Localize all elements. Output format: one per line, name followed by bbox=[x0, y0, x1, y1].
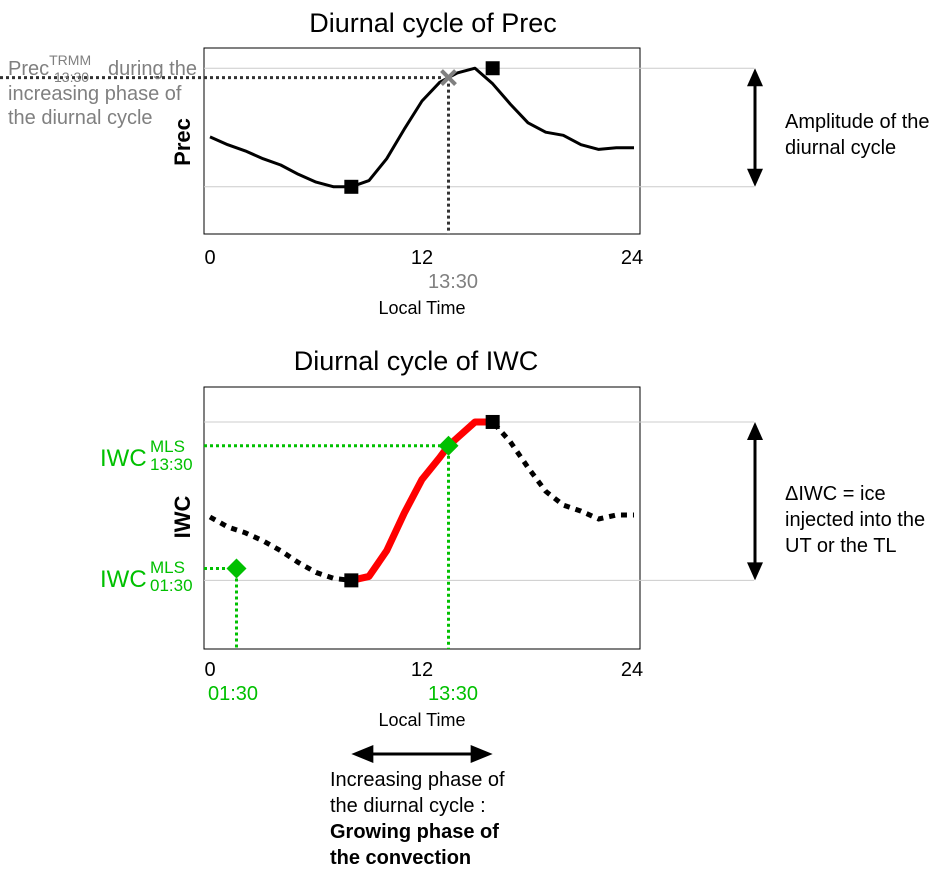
prec-annot-sub: 13:30 bbox=[54, 69, 89, 85]
cross-marker-1330 bbox=[440, 69, 457, 87]
top-tick-12: 12 bbox=[411, 247, 433, 269]
prec-diurnal-curve bbox=[209, 66, 634, 189]
amplitude-label-line1: Amplitude of the bbox=[785, 111, 930, 133]
growing-phase-arrow-head-right bbox=[470, 745, 493, 763]
bottom-markers bbox=[226, 414, 500, 588]
bottom-plot-frame bbox=[203, 386, 641, 650]
iwc-0130-sup: MLS bbox=[150, 558, 185, 577]
iwc-growing-phase-curve bbox=[347, 418, 497, 584]
delta-iwc-arrow-head-down bbox=[747, 562, 763, 581]
growing-phase-arrow-head-left bbox=[351, 745, 374, 763]
prec-annot-sup: TRMM bbox=[49, 52, 91, 68]
top-ylabel: Prec bbox=[170, 118, 195, 166]
top-tick-24: 24 bbox=[621, 247, 643, 269]
top-markers bbox=[344, 61, 500, 194]
square-marker-minimum bbox=[344, 573, 359, 588]
prec-annot-line1: during the bbox=[108, 58, 197, 80]
bottom-tick-1330: 13:30 bbox=[428, 683, 478, 705]
bottom-ylabel: IWC bbox=[170, 496, 195, 539]
svg-text:PrecTRMM: PrecTRMM bbox=[8, 52, 91, 80]
prec-annot-prefix: Prec bbox=[8, 58, 49, 80]
bottom-tick-0130: 01:30 bbox=[208, 683, 258, 705]
delta-iwc-label-line1: ΔIWC = ice bbox=[785, 483, 886, 505]
square-marker-maximum bbox=[485, 61, 500, 76]
top-plot-frame bbox=[203, 47, 641, 235]
iwc-1330-sub: 13:30 bbox=[150, 455, 193, 474]
iwc-1330-label: IWC MLS 13:30 bbox=[100, 437, 193, 474]
bottom-tick-12: 12 bbox=[411, 659, 433, 681]
top-title: Diurnal cycle of Prec bbox=[309, 8, 557, 38]
bottom-tick-0: 0 bbox=[204, 659, 215, 681]
caption-line1: Increasing phase of bbox=[330, 769, 505, 791]
prec-annot-line3: the diurnal cycle bbox=[8, 107, 153, 129]
top-xlabel: Local Time bbox=[378, 298, 465, 318]
amplitude-arrow-head-up bbox=[747, 68, 763, 87]
prec-annot-line2: increasing phase of bbox=[8, 83, 182, 105]
diamond-marker-0130 bbox=[226, 558, 247, 579]
iwc-0130-label: IWC MLS 01:30 bbox=[100, 558, 193, 595]
top-tick-0: 0 bbox=[204, 247, 215, 269]
bottom-tick-24: 24 bbox=[621, 659, 643, 681]
amplitude-label-line2: diurnal cycle bbox=[785, 137, 896, 159]
square-marker-minimum bbox=[344, 179, 359, 194]
amplitude-arrow bbox=[747, 68, 763, 187]
iwc-0130-sub: 01:30 bbox=[150, 576, 193, 595]
iwc-1330-sup: MLS bbox=[150, 437, 185, 456]
diamond-marker-1330 bbox=[438, 435, 459, 456]
top-tick-1330: 13:30 bbox=[428, 271, 478, 293]
delta-iwc-label-line2: injected into the bbox=[785, 509, 925, 531]
bottom-title: Diurnal cycle of IWC bbox=[294, 346, 539, 376]
growing-phase-arrow bbox=[351, 745, 493, 763]
amplitude-arrow-head-down bbox=[747, 168, 763, 187]
delta-iwc-arrow bbox=[747, 421, 763, 581]
iwc-1330-prefix: IWC bbox=[100, 445, 147, 472]
caption-line3: Growing phase of bbox=[330, 821, 499, 843]
bottom-xlabel: Local Time bbox=[378, 710, 465, 730]
caption-line2: the diurnal cycle : bbox=[330, 795, 486, 817]
delta-iwc-arrow-head-up bbox=[747, 421, 763, 440]
square-marker-maximum bbox=[485, 414, 500, 429]
top-left-annotation: PrecTRMM 13:30 during the increasing pha… bbox=[8, 52, 197, 129]
delta-iwc-label-line3: UT or the TL bbox=[785, 535, 897, 557]
caption-line4: the convection bbox=[330, 847, 471, 869]
iwc-0130-prefix: IWC bbox=[100, 566, 147, 593]
